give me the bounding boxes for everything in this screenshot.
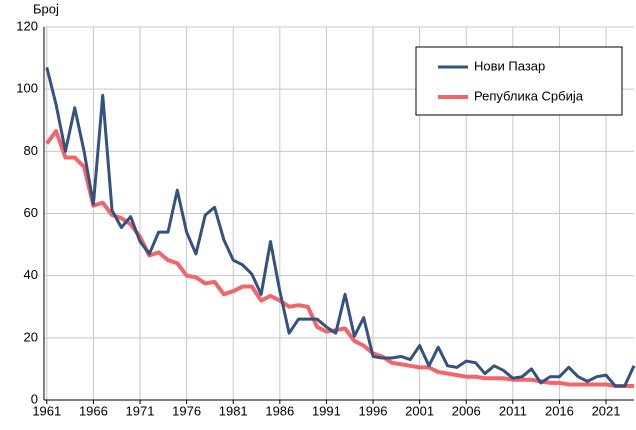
legend-box: [415, 46, 623, 116]
x-tick-label: 1961: [32, 403, 61, 418]
y-tick-label: 100: [16, 81, 38, 96]
x-tick-label: 2016: [545, 403, 574, 418]
y-tick-label: 120: [16, 18, 38, 33]
x-tick-label: 2011: [499, 403, 527, 418]
y-tick-label: 20: [24, 329, 38, 344]
x-tick-label: 2021: [592, 403, 621, 418]
x-tick-label: 1996: [359, 403, 388, 418]
x-tick-label: 1991: [312, 403, 341, 418]
x-tick-label: 1976: [172, 403, 201, 418]
data-line: [45, 67, 636, 388]
y-tick-label: 80: [24, 143, 38, 158]
y-tick-label: 0: [31, 391, 38, 406]
x-tick-label: 1986: [265, 403, 294, 418]
y-tick-label: 60: [24, 205, 38, 220]
y-axis-label: Број: [33, 1, 59, 16]
y-tick-label: 40: [24, 267, 38, 282]
legend-label: Нови Пазар: [474, 58, 545, 73]
x-tick-label: 2001: [405, 403, 434, 418]
legend-label: Република Србија: [474, 88, 584, 103]
x-tick-label: 1971: [126, 403, 155, 418]
x-tick-label: 1966: [79, 403, 108, 418]
x-tick-label: 2006: [452, 403, 481, 418]
x-tick-label: 1981: [219, 403, 248, 418]
data-line: [45, 129, 634, 389]
